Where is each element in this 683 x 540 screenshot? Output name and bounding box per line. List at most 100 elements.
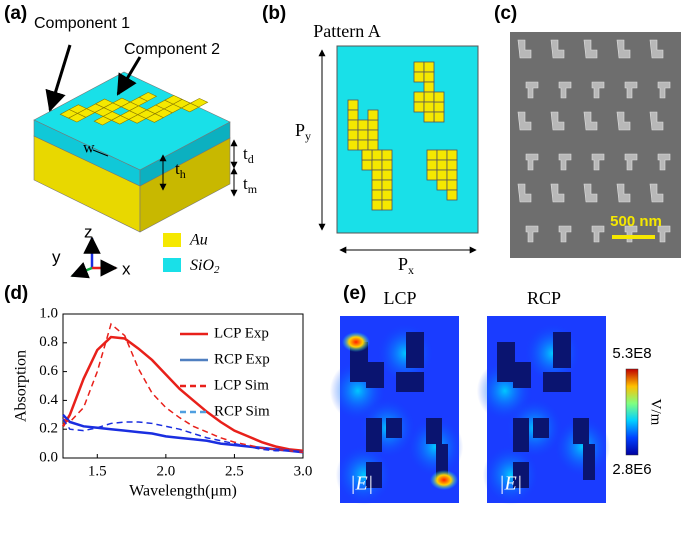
pattern-tile <box>413 61 425 73</box>
legend-label: Au <box>189 232 208 249</box>
sem-particle <box>517 183 532 203</box>
legend-swatch <box>163 258 181 272</box>
sem-particle <box>550 39 565 59</box>
x-tick-label: 1.5 <box>88 463 107 479</box>
pattern-tile <box>367 139 379 151</box>
sem-particle <box>558 225 572 243</box>
annotation: Component 2 <box>124 41 220 58</box>
colorbar-label: 2.8E6 <box>612 461 651 478</box>
axis-label: y <box>52 247 61 266</box>
panel-label: (d) <box>4 283 28 304</box>
sem-particle <box>583 183 598 203</box>
panel-label: (a) <box>4 3 27 24</box>
panel-a: (a) Component 1 Component 2 w th td tm z… <box>4 3 258 278</box>
legend-label: SiO2 <box>190 257 220 276</box>
panel-title: Pattern A <box>313 21 381 41</box>
sem-particle <box>583 39 598 59</box>
sem-particle <box>616 183 631 203</box>
particle-shadow <box>513 362 531 388</box>
particle-shadow <box>366 362 384 388</box>
panel-label: (b) <box>262 3 286 24</box>
particle-shadow <box>513 462 529 488</box>
pattern-tile <box>446 169 458 181</box>
field-glow <box>335 444 392 505</box>
x-tick-label: 3.0 <box>294 463 313 479</box>
pattern-tile <box>367 119 379 131</box>
sem-particle <box>624 81 638 99</box>
particle-shadow <box>513 418 529 452</box>
pattern-tile <box>347 109 359 121</box>
pattern-tile <box>436 149 448 161</box>
sem-particle <box>616 111 631 131</box>
dimension-label: Px <box>398 254 414 277</box>
map-title: LCP <box>383 288 416 308</box>
particle-shadow <box>583 444 595 480</box>
pattern-tile <box>371 149 383 161</box>
x-axis-label: Wavelength(μm) <box>129 483 237 500</box>
y-axis-label: Absorption <box>13 350 30 422</box>
pattern-tile <box>347 99 359 111</box>
data-line <box>62 413 304 454</box>
pattern-tile <box>381 199 393 211</box>
nanotile <box>128 105 148 115</box>
hotspot <box>430 470 458 490</box>
nanotile <box>189 98 209 108</box>
pattern-tile <box>446 179 458 191</box>
particle-shadow <box>426 418 442 444</box>
pattern-tile <box>371 199 383 211</box>
sem-particle <box>591 225 605 243</box>
pattern-tile <box>433 111 445 123</box>
legend-label: LCP Sim <box>214 377 269 393</box>
pattern-tile <box>371 169 383 181</box>
annotation: td <box>243 144 254 166</box>
sem-particle <box>525 225 539 243</box>
sem-particle <box>517 39 532 59</box>
sem-particle <box>558 81 572 99</box>
pattern-tile <box>357 119 369 131</box>
field-glow <box>407 416 464 477</box>
particle-shadow <box>366 418 382 452</box>
annotation: w <box>83 140 95 157</box>
legend-label: RCP Exp <box>214 351 270 367</box>
sem-particle <box>558 153 572 171</box>
pattern-tile <box>426 149 438 161</box>
sem-particle <box>525 81 539 99</box>
pattern-tile <box>371 159 383 171</box>
annotation: th <box>175 159 186 181</box>
pattern-tile <box>361 159 373 171</box>
y-tick-label: 0.8 <box>39 334 58 350</box>
pattern-tile <box>367 129 379 141</box>
pattern-tile <box>423 111 435 123</box>
sem-particle <box>624 153 638 171</box>
y-tick-label: 0.4 <box>39 392 58 408</box>
particle-shadow <box>350 342 368 382</box>
axis-label: z <box>84 222 93 241</box>
plot-frame <box>62 313 304 459</box>
pattern-tile <box>367 109 379 121</box>
pattern-tile <box>426 169 438 181</box>
map-label: |E| <box>499 473 522 495</box>
pattern-tile <box>371 179 383 191</box>
pattern-tile <box>436 159 448 171</box>
colorbar-unit: V/m <box>648 399 664 426</box>
pattern-tile <box>357 139 369 151</box>
sem-particle <box>657 225 671 243</box>
particle-shadow <box>406 332 424 368</box>
pattern-tile <box>347 139 359 151</box>
y-tick-label: 0.2 <box>39 421 58 437</box>
field-glow <box>554 416 611 477</box>
panel-e: (e) LCP RCP |E| |E| 5.3E8 2.8E6 V/m <box>329 283 664 505</box>
pattern-tile <box>413 91 425 103</box>
pattern-tile <box>413 101 425 113</box>
nanotile <box>164 95 183 105</box>
pattern-tile <box>381 169 393 181</box>
map-label: |E| <box>350 473 373 495</box>
particle-shadow <box>553 332 571 368</box>
dimension-label: Py <box>295 120 311 143</box>
sem-particle <box>657 153 671 171</box>
pattern-tile <box>381 179 393 191</box>
y-tick-label: 1.0 <box>39 305 58 321</box>
sem-particle <box>649 39 664 59</box>
pattern-tile <box>446 149 458 161</box>
